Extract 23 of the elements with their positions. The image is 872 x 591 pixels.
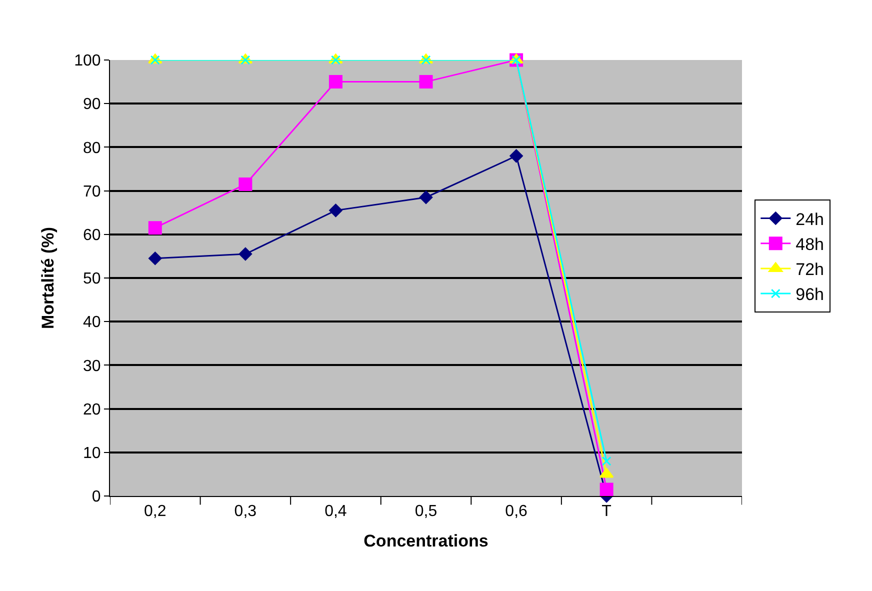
legend-label: 24h [796,210,824,229]
x-tick-label: T [602,503,612,520]
y-tick-label: 10 [83,445,101,462]
y-tick-label: 30 [83,358,101,375]
y-tick-label: 70 [83,183,101,200]
y-tick-label: 90 [83,96,101,114]
y-tick-label: 60 [83,227,101,244]
y-tick-label: 50 [83,270,101,288]
x-axis-title: Concentrations [364,532,488,551]
y-tick-label: 100 [74,52,101,70]
y-tick-label: 80 [83,140,101,157]
x-tick-label: 0,5 [414,503,438,520]
legend-label: 72h [796,260,824,280]
x-tick-label: 0,4 [324,503,347,520]
y-tick-label: 40 [83,314,101,332]
legend-label: 96h [796,285,824,304]
y-tick-label: 20 [83,401,101,418]
x-tick-label: 0,6 [505,503,528,520]
x-tick-label: 0,2 [144,503,166,520]
legend-label: 48h [796,234,824,254]
y-axis-title: Mortalité (%) [38,227,58,329]
x-tick-label: 0,3 [234,503,257,520]
y-tick-label: 0 [92,488,101,506]
